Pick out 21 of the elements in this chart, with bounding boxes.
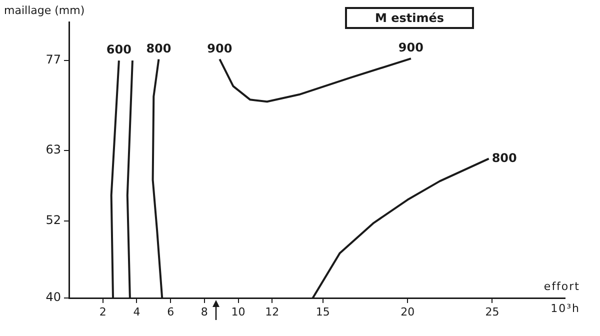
y-tick-label: 52 <box>46 213 61 228</box>
annotation: 600 <box>106 42 132 57</box>
x-tick-label: 8 <box>200 305 208 318</box>
x-tick-label: 20 <box>400 305 415 318</box>
annotation: 900 <box>398 40 424 55</box>
x-axis-title: effort 10³h <box>544 279 580 317</box>
x-tick-label: 15 <box>316 305 330 318</box>
x-tick-label: 12 <box>265 305 280 318</box>
annotation: 900 <box>207 41 232 56</box>
x-tick-label: 4 <box>133 305 140 318</box>
x-tick-label: 25 <box>485 305 500 318</box>
x-tick-label: 6 <box>167 305 174 318</box>
annotation: 800 <box>146 41 172 56</box>
annotation: 800 <box>492 150 517 165</box>
y-tick-label: 63 <box>46 142 61 156</box>
x-tick-label: 2 <box>99 305 106 318</box>
y-axis-title: maillage (mm) <box>4 4 85 17</box>
chart-title: M estimés <box>345 7 474 29</box>
y-tick-label: 40 <box>46 290 61 304</box>
y-tick-label: 77 <box>46 52 61 67</box>
x-tick-label: 10 <box>231 305 246 318</box>
